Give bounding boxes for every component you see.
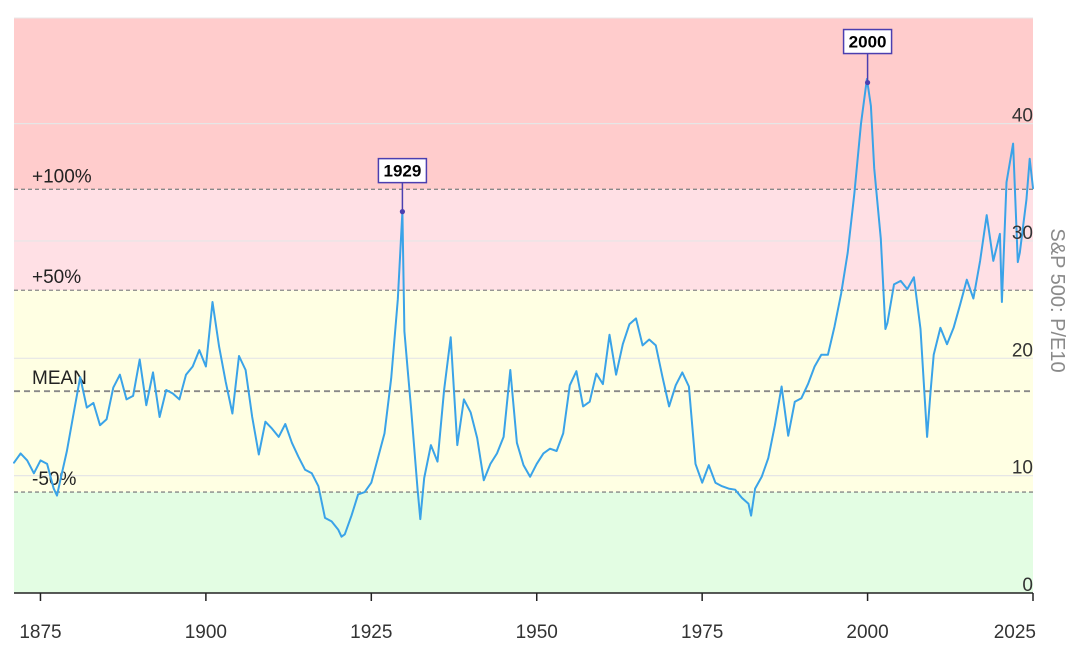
- zone-normal: [14, 290, 1033, 493]
- x-tick-label-2025: 2025: [994, 622, 1036, 643]
- ref-label-plus100pct: +100%: [32, 166, 92, 187]
- annotation-label: 2000: [849, 33, 887, 52]
- annotations-layer: 1929 2000: [377, 28, 893, 215]
- y-tick-label-40: 40: [1012, 106, 1033, 127]
- x-tick-label-1950: 1950: [516, 622, 558, 643]
- ref-label-minus50pct: -50%: [32, 469, 76, 490]
- x-tick-label-2000: 2000: [846, 622, 888, 643]
- grid-lines: [14, 123, 1033, 477]
- x-tick-label-1900: 1900: [185, 622, 227, 643]
- reference-lines: +100% +50% MEAN -50%: [14, 166, 1033, 493]
- annotation-box: [377, 157, 428, 184]
- ref-label-mean: MEAN: [32, 368, 87, 389]
- annotation-box: [842, 28, 893, 55]
- x-tick-label-1875: 1875: [19, 622, 61, 643]
- x-tick-label-1925: 1925: [350, 622, 392, 643]
- annotation-1929[interactable]: 1929: [377, 157, 428, 215]
- x-tick-label-1975: 1975: [681, 622, 723, 643]
- series-line-0: [13, 78, 1034, 538]
- axes-layer: 1875 1900 1925 1950 1975 2000 2025 0 10 20 30 40: [14, 17, 1036, 643]
- y-tick-label-0: 0: [1022, 575, 1033, 596]
- y-tick-label-10: 10: [1012, 458, 1033, 479]
- annotation-label: 1929: [383, 162, 421, 181]
- zone-low: [14, 492, 1033, 593]
- series-layer: [13, 78, 1034, 538]
- zone-high: [14, 189, 1033, 291]
- ref-label-plus50pct: +50%: [32, 267, 81, 288]
- y-tick-label-30: 30: [1012, 223, 1033, 244]
- annotation-2000[interactable]: 2000: [842, 28, 893, 86]
- y-tick-label-20: 20: [1012, 340, 1033, 361]
- valuation-zones: [14, 18, 1033, 593]
- annotation-point: [399, 209, 406, 215]
- annotation-point: [864, 79, 871, 86]
- y-axis-label: S&P 500: P/E10: [1046, 228, 1068, 372]
